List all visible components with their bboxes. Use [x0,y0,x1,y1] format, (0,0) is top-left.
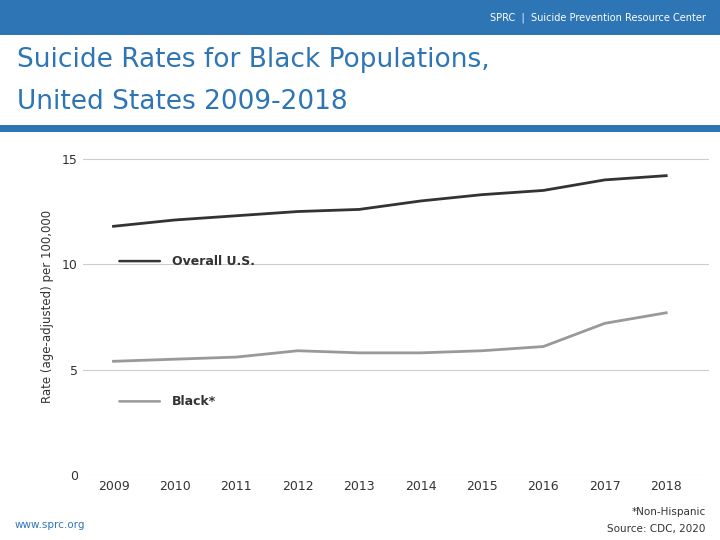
Text: www.sprc.org: www.sprc.org [14,520,85,530]
Text: United States 2009-2018: United States 2009-2018 [17,89,348,115]
Y-axis label: Rate (age-adjusted) per 100,000: Rate (age-adjusted) per 100,000 [41,210,54,403]
Text: Black*: Black* [172,395,216,408]
Text: *Non-Hispanic: *Non-Hispanic [631,507,706,517]
Text: SPRC  |  Suicide Prevention Resource Center: SPRC | Suicide Prevention Resource Cente… [490,12,706,23]
Text: Overall U.S.: Overall U.S. [172,254,255,268]
Text: Source: CDC, 2020: Source: CDC, 2020 [607,523,706,534]
Text: Suicide Rates for Black Populations,: Suicide Rates for Black Populations, [17,47,490,73]
